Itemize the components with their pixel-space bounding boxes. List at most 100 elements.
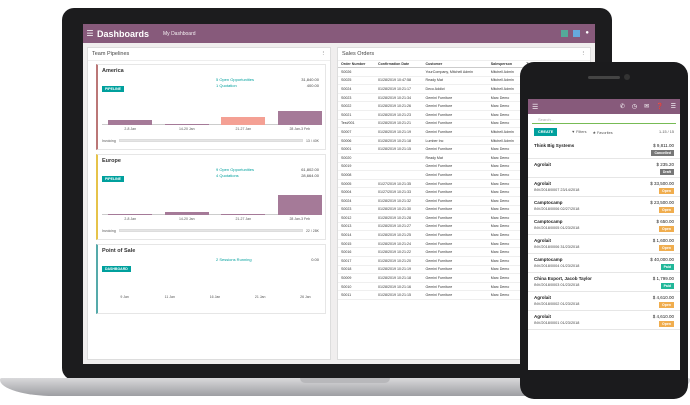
- opportunities-link[interactable]: 9 Open Opportunities: [216, 167, 255, 172]
- apps-menu-icon[interactable]: ☰: [532, 103, 539, 111]
- laptop-screen: ☰ Dashboards My Dashboard ● Team Pipelin…: [83, 24, 595, 364]
- table-cell: S0021: [338, 110, 375, 120]
- help-icon[interactable]: ❓: [656, 104, 664, 110]
- invoice-card[interactable]: Camptocamp INV/2018/0006 02/27/2018 $ 23,5…: [528, 197, 680, 216]
- customer-name: Camptocamp: [534, 218, 563, 224]
- team-name: America: [102, 68, 124, 74]
- table-cell: Gemini Furniture: [422, 187, 488, 197]
- sessions-amount: 0.00: [311, 257, 319, 262]
- table-cell: Marc Demo: [487, 187, 524, 197]
- chart-tick-label: 9 Jan: [120, 295, 129, 299]
- table-cell: Marc Demo: [487, 256, 524, 266]
- customer-name: China Export, Jacob Taylor: [534, 275, 592, 281]
- invoice-card[interactable]: Camptocamp INV/2018/0005 01/23/2018 $ 650.…: [528, 216, 680, 235]
- chart-tick-label: 14-20 Jan: [178, 127, 195, 131]
- invoice-reference: INV/2018/0004 01/23/2018: [534, 263, 580, 268]
- chart-bar: [221, 117, 266, 125]
- table-cell: S0016: [338, 247, 375, 258]
- table-cell: Marc Demo: [487, 170, 524, 180]
- invoice-card[interactable]: Camptocamp INV/2018/0004 01/23/2018 $ 40,0…: [528, 254, 680, 273]
- user-menu-icon[interactable]: ●: [585, 30, 589, 36]
- column-header[interactable]: Salesperson: [487, 61, 524, 68]
- column-header[interactable]: Order Number: [338, 61, 375, 68]
- chart-tick-label: 2-8 Jan: [124, 127, 137, 131]
- chart-tick-label: 2-8 Jan: [124, 217, 137, 221]
- table-cell: Mitchell Admin: [487, 67, 524, 77]
- column-header[interactable]: Confirmation Date: [375, 61, 423, 68]
- chat-icon[interactable]: [561, 30, 569, 37]
- pipeline-chart: 2-8 Jan 14-20 Jan 21-27 Jan 28 Jan-3 Feb: [102, 191, 322, 221]
- table-cell: 01/28/2019 10:21:23: [375, 110, 423, 120]
- table-cell: S0022: [338, 101, 375, 111]
- opportunities-link[interactable]: 5 Open Opportunities: [216, 77, 255, 82]
- chart-tick-label: 16 Jan: [209, 295, 221, 299]
- filters-button[interactable]: ▼ Filters: [571, 130, 587, 134]
- quotations-link[interactable]: 4 Quotations: [216, 173, 239, 178]
- table-cell: S0023: [338, 93, 375, 103]
- table-cell: Gemini Furniture: [422, 170, 488, 180]
- panel-options-icon[interactable]: ⋮: [320, 51, 327, 57]
- search-input[interactable]: Search...: [532, 114, 676, 124]
- sessions-link[interactable]: 2 Sessions Running: [216, 257, 252, 262]
- table-cell: S0009: [338, 273, 375, 283]
- table-cell: Gemini Furniture: [422, 93, 488, 103]
- chart-tick-label: 21 Jan: [254, 295, 266, 299]
- table-cell: [375, 67, 423, 77]
- dashboard-button[interactable]: DASHBOARD: [102, 266, 131, 272]
- invoice-card[interactable]: Agrolait INV/2018/0006 31/23/2018 $ 1,600.…: [528, 235, 680, 254]
- chart-tick-label: 28 Jan-3 Feb: [289, 217, 311, 221]
- chat-icon[interactable]: ✉: [644, 104, 650, 110]
- invoice-amount: $ 4,610.00: [652, 295, 674, 300]
- phone-icon[interactable]: ✆: [619, 104, 625, 110]
- customer-name: Agrolait: [534, 180, 552, 186]
- table-cell: S0001: [338, 144, 375, 154]
- status-badge: Open: [659, 245, 674, 251]
- table-cell: Mitchell Admin: [487, 76, 524, 86]
- table-cell: YourCompany, Mitchell Admin: [422, 67, 488, 77]
- status-badge: Cancelled: [651, 150, 674, 156]
- table-cell: Marc Demo: [487, 239, 524, 249]
- chart-axis: [102, 214, 319, 215]
- pipeline-button[interactable]: PIPELINE: [102, 176, 124, 182]
- table-cell: Marc Demo: [487, 247, 524, 258]
- table-cell: 01/28/2019 10:21:16: [375, 282, 423, 292]
- activity-icon[interactable]: ◷: [631, 104, 638, 110]
- invoicing-value: 13 / 40K: [305, 138, 319, 143]
- customer-name: Camptocamp: [534, 199, 563, 205]
- invoice-amount: $ 4,610.00: [652, 314, 674, 319]
- invoice-card[interactable]: Agrolait INV/2018/0001 01/23/2018 $ 4,610.…: [528, 311, 680, 330]
- pipeline-button[interactable]: PIPELINE: [102, 86, 124, 92]
- chart-tick-label: 26 Jan: [300, 295, 311, 299]
- opportunities-amount: 61,802.00: [301, 167, 319, 172]
- invoice-card[interactable]: Agrolait $ 235.20 Draft: [528, 159, 680, 178]
- team-pipelines-panel: Team Pipelines ⋮ America PIPELINE 5 Open…: [87, 47, 331, 360]
- invoice-card[interactable]: China Export, Jacob Taylor INV/2018/0003 …: [528, 273, 680, 292]
- column-header[interactable]: Customer: [422, 61, 488, 68]
- table-cell: Marc Demo: [487, 101, 524, 111]
- invoice-amount: $ 9,811.00: [653, 143, 674, 148]
- pager[interactable]: 1-15 / 15: [659, 130, 674, 134]
- table-cell: Gemini Furniture: [422, 273, 488, 283]
- quotations-link[interactable]: 1 Quotation: [216, 83, 237, 88]
- table-cell: Mitchell Admin: [487, 136, 524, 146]
- status-badge: Paid: [660, 283, 674, 289]
- table-cell: Gemini Furniture: [422, 239, 488, 249]
- activity-icon[interactable]: [573, 30, 581, 37]
- table-cell: 01/28/2019 10:21:17: [375, 84, 423, 94]
- menu-icon[interactable]: ☰: [670, 104, 676, 110]
- table-cell: Lumber Inc: [422, 136, 488, 146]
- apps-menu-icon[interactable]: ☰: [86, 29, 94, 38]
- table-cell: Gemini Furniture: [422, 247, 488, 258]
- create-button[interactable]: CREATE: [534, 128, 558, 136]
- mobile-navbar: ☰ ✆ ◷ ✉ ❓ ☰: [528, 99, 680, 114]
- table-cell: S0026: [338, 67, 375, 77]
- breadcrumb[interactable]: My Dashboard: [163, 30, 196, 37]
- invoice-card[interactable]: Agrolait INV/2018/0002 01/23/2018 $ 4,610.…: [528, 292, 680, 311]
- invoicing-progress: Invoicing 22 / 28K: [102, 228, 319, 233]
- invoice-card[interactable]: Agrolait INV/2018/0007 23/14/2018 $ 33,500…: [528, 178, 680, 197]
- panel-options-icon[interactable]: ⋮: [580, 51, 587, 57]
- top-navbar: ☰ Dashboards My Dashboard ●: [83, 24, 595, 43]
- favorites-button[interactable]: ★ Favorites: [592, 130, 613, 135]
- table-cell: Gemini Furniture: [422, 230, 488, 240]
- invoice-card[interactable]: Think Big Systems $ 9,811.00 Cancelled: [528, 140, 680, 159]
